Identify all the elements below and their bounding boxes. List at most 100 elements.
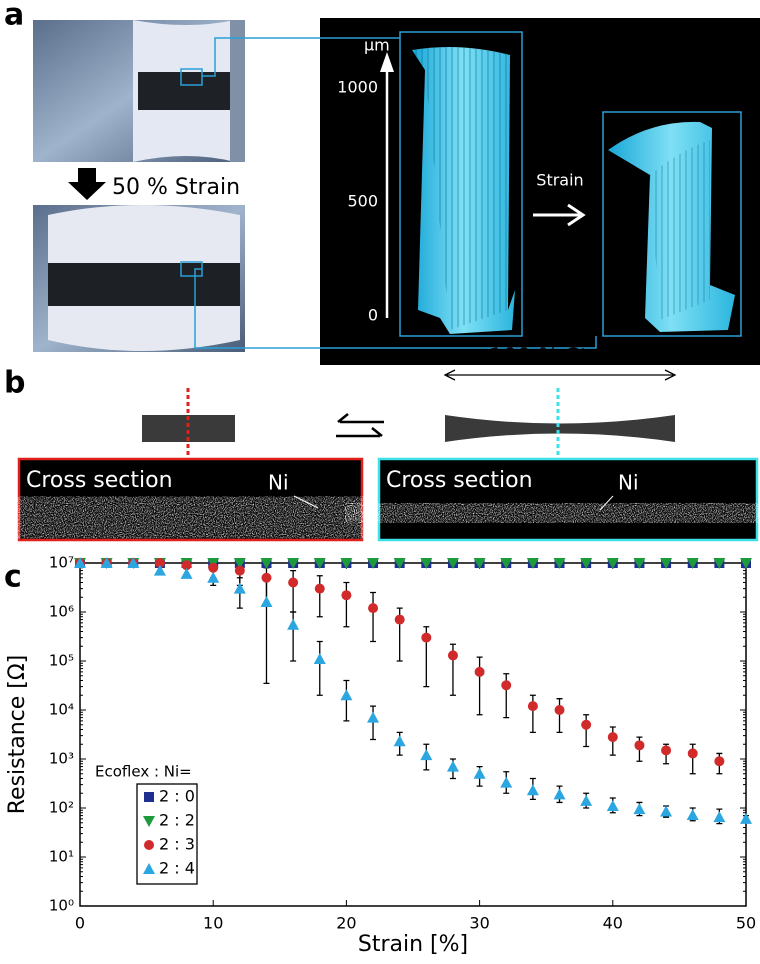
x-axis-label: Strain [%] bbox=[358, 932, 468, 957]
marker bbox=[340, 558, 353, 569]
strain-arrow bbox=[533, 203, 586, 227]
x-tick-label: 0 bbox=[75, 914, 85, 933]
box-title: Cross section bbox=[386, 468, 533, 493]
marker bbox=[606, 558, 619, 569]
y-tick-label: 10³ bbox=[49, 750, 74, 768]
marker bbox=[143, 816, 155, 827]
strain-span bbox=[443, 369, 677, 381]
marker bbox=[74, 557, 86, 568]
panel-label: b bbox=[4, 366, 25, 401]
ni-label: Ni bbox=[618, 471, 639, 495]
marker bbox=[633, 803, 646, 815]
marker bbox=[446, 760, 459, 772]
marker bbox=[287, 558, 300, 569]
marker bbox=[314, 583, 325, 594]
marker bbox=[634, 740, 645, 751]
error-bar bbox=[370, 705, 377, 741]
marker bbox=[501, 680, 512, 691]
marker bbox=[207, 571, 220, 583]
strain-arrow-label: Strain bbox=[536, 171, 583, 190]
marker bbox=[714, 756, 725, 767]
error-bar bbox=[476, 656, 483, 716]
marker bbox=[233, 558, 246, 569]
marker bbox=[261, 572, 272, 583]
marker bbox=[367, 558, 380, 569]
marker bbox=[580, 794, 593, 806]
marker bbox=[686, 558, 699, 569]
marker bbox=[100, 557, 113, 568]
marker bbox=[661, 745, 672, 756]
marker bbox=[208, 562, 219, 573]
panel-label: c bbox=[4, 560, 22, 595]
scale-arrow bbox=[380, 52, 394, 72]
marker bbox=[660, 805, 673, 817]
error-bar bbox=[316, 640, 323, 696]
marker bbox=[181, 560, 192, 571]
legend-title: Ecoflex : Ni= bbox=[95, 763, 192, 781]
marker bbox=[473, 767, 486, 779]
marker bbox=[367, 711, 380, 723]
marker bbox=[394, 614, 405, 625]
marker bbox=[313, 652, 326, 664]
y-tick-label: 10⁵ bbox=[49, 652, 74, 670]
marker bbox=[526, 558, 539, 569]
plot-frame bbox=[79, 562, 747, 907]
legend-label: 2 : 0 bbox=[159, 787, 195, 806]
x-tick-label: 50 bbox=[736, 914, 756, 933]
marker bbox=[127, 557, 140, 568]
marker bbox=[553, 788, 566, 800]
y-tick-label: 10⁷ bbox=[49, 554, 74, 572]
unit-label: μm bbox=[364, 36, 390, 55]
marker bbox=[341, 590, 352, 601]
marker bbox=[288, 577, 299, 588]
marker bbox=[713, 811, 726, 823]
short-structure bbox=[608, 121, 735, 332]
ni-label: Ni bbox=[268, 471, 289, 495]
error-bar bbox=[316, 575, 323, 618]
marker bbox=[713, 558, 726, 569]
error-bar bbox=[290, 569, 297, 613]
legend-label: 2 : 3 bbox=[159, 835, 195, 854]
marker bbox=[500, 558, 513, 569]
photo-top bbox=[33, 20, 245, 162]
down-arrow bbox=[68, 168, 106, 200]
x-tick-label: 10 bbox=[203, 914, 223, 933]
scale-label: 500 bbox=[347, 192, 378, 211]
marker bbox=[473, 558, 486, 569]
error-bar bbox=[529, 694, 536, 733]
y-tick-label: 10⁴ bbox=[49, 701, 74, 719]
legend-label: 2 : 4 bbox=[159, 859, 195, 878]
marker bbox=[740, 558, 752, 569]
connector-lines bbox=[194, 31, 742, 349]
photo-bottom bbox=[33, 205, 245, 352]
scale-label: 0 bbox=[368, 306, 378, 325]
marker bbox=[660, 558, 673, 569]
marker bbox=[420, 558, 433, 569]
box-title: Cross section bbox=[26, 468, 173, 493]
marker bbox=[421, 632, 432, 643]
marker bbox=[554, 705, 565, 715]
strain-label: 50 % Strain bbox=[112, 175, 240, 200]
marker bbox=[607, 732, 618, 743]
marker bbox=[633, 558, 646, 569]
marker bbox=[234, 565, 245, 576]
marker bbox=[446, 558, 459, 569]
y-tick-label: 10² bbox=[49, 799, 74, 817]
y-tick-label: 10⁶ bbox=[49, 603, 74, 621]
error-bar bbox=[263, 577, 270, 684]
marker bbox=[526, 784, 539, 796]
marker bbox=[687, 748, 698, 759]
marker bbox=[686, 808, 699, 820]
marker bbox=[260, 558, 273, 569]
y-tick-label: 10⁰ bbox=[49, 897, 74, 915]
marker bbox=[420, 749, 433, 761]
marker bbox=[606, 799, 619, 811]
marker bbox=[313, 558, 326, 569]
marker bbox=[287, 618, 300, 630]
marker bbox=[144, 792, 154, 802]
x-tick-label: 40 bbox=[603, 914, 623, 933]
marker bbox=[500, 776, 513, 788]
y-tick-label: 10¹ bbox=[49, 848, 74, 866]
error-bar bbox=[370, 591, 377, 643]
